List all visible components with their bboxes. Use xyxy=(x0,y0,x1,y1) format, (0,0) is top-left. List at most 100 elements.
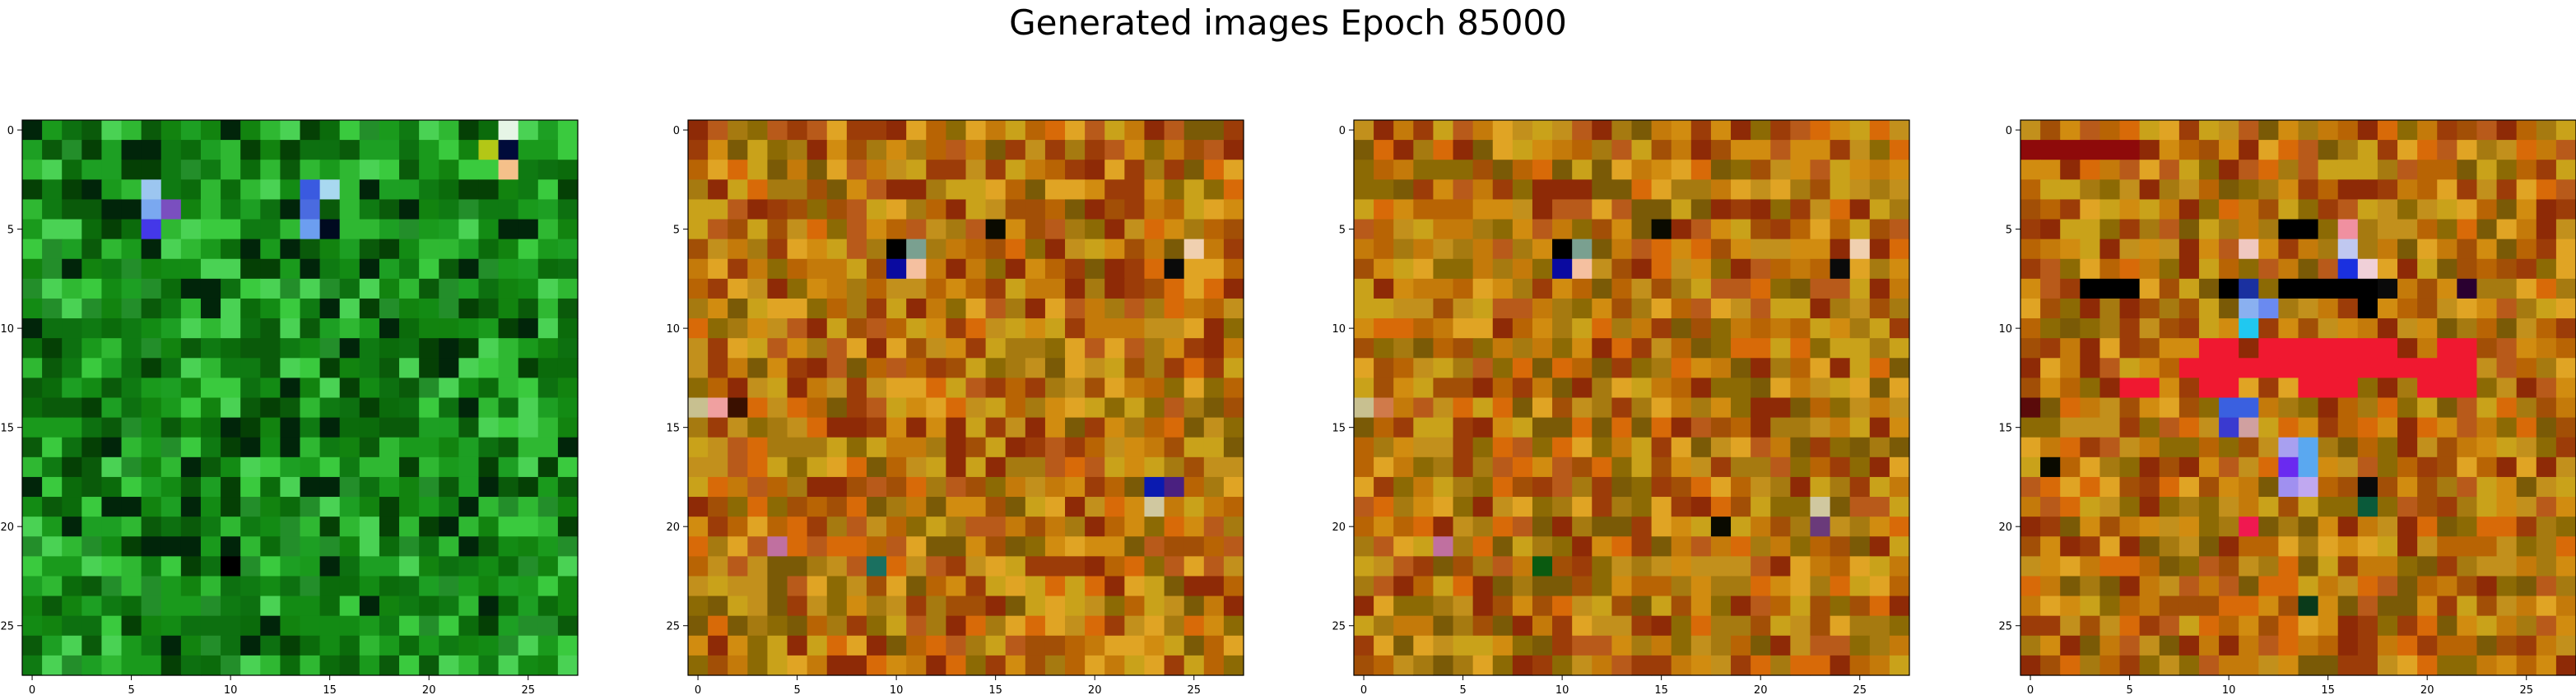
image-pixel xyxy=(101,517,123,537)
image-pixel xyxy=(826,517,848,537)
image-pixel xyxy=(767,179,788,201)
image-pixel xyxy=(478,497,500,517)
image-pixel xyxy=(240,635,261,656)
image-pixel xyxy=(1223,179,1244,201)
image-pixel xyxy=(2099,397,2121,419)
image-pixel xyxy=(728,258,748,280)
image-pixel xyxy=(1065,417,1086,438)
image-pixel xyxy=(2139,476,2160,498)
image-pixel xyxy=(498,358,519,378)
image-pixel xyxy=(319,497,341,517)
image-pixel xyxy=(2159,615,2180,637)
image-pixel xyxy=(62,160,82,180)
image-pixel xyxy=(708,179,728,201)
image-pixel xyxy=(2198,536,2220,557)
image-pixel xyxy=(2536,239,2557,260)
image-pixel xyxy=(2496,160,2518,180)
image-pixel xyxy=(688,536,709,557)
image-pixel xyxy=(1631,536,1653,557)
image-pixel xyxy=(2457,556,2478,577)
image-pixel xyxy=(2139,556,2160,577)
image-pixel xyxy=(200,517,221,537)
image-pixel xyxy=(1710,556,1732,577)
image-pixel xyxy=(2555,655,2576,676)
image-pixel xyxy=(906,517,927,537)
image-pixel xyxy=(2080,576,2101,597)
image-pixel xyxy=(2555,437,2576,458)
image-pixel xyxy=(2239,140,2259,160)
image-pixel xyxy=(1631,258,1653,280)
image-pixel xyxy=(1433,179,1454,201)
image-pixel xyxy=(2198,140,2220,160)
image-pixel xyxy=(1104,239,1125,260)
image-pixel xyxy=(2536,120,2557,141)
image-pixel xyxy=(160,219,182,240)
image-pixel xyxy=(2318,456,2339,478)
image-pixel xyxy=(280,437,301,458)
image-pixel xyxy=(946,219,967,240)
image-pixel xyxy=(319,437,341,458)
image-pixel xyxy=(439,437,459,458)
image-pixel xyxy=(121,536,142,557)
image-pixel xyxy=(1631,437,1653,458)
image-pixel xyxy=(1374,318,1394,339)
image-pixel xyxy=(2040,338,2061,359)
image-pixel xyxy=(2457,655,2478,676)
image-pixel xyxy=(2040,318,2061,339)
image-pixel xyxy=(2178,298,2200,319)
image-pixel xyxy=(1869,258,1890,280)
image-pixel xyxy=(1005,517,1026,537)
image-pixel xyxy=(2239,437,2259,458)
image-pixel xyxy=(1104,199,1125,220)
image-pixel xyxy=(221,517,241,537)
image-pixel xyxy=(946,476,967,498)
image-pixel xyxy=(557,497,579,517)
image-pixel xyxy=(2040,140,2061,160)
image-pixel xyxy=(2178,318,2200,339)
image-pixel xyxy=(1611,517,1633,537)
image-pixel xyxy=(2258,437,2279,458)
image-pixel xyxy=(708,258,728,280)
image-pixel xyxy=(1183,615,1205,637)
image-pixel xyxy=(906,358,927,378)
image-pixel xyxy=(2219,338,2239,359)
image-pixel xyxy=(1889,219,1910,240)
image-pixel xyxy=(1671,615,1692,637)
image-pixel xyxy=(1690,497,1712,517)
image-pixel xyxy=(2496,517,2518,537)
image-pixel xyxy=(2397,258,2418,280)
image-pixel xyxy=(1532,199,1553,220)
image-pixel xyxy=(478,239,500,260)
image-pixel xyxy=(42,497,63,517)
image-pixel xyxy=(101,239,123,260)
image-pixel xyxy=(906,556,927,577)
image-pixel xyxy=(1770,318,1791,339)
image-pixel xyxy=(1751,497,1771,517)
image-pixel xyxy=(2457,476,2478,498)
image-pixel xyxy=(1751,417,1771,438)
image-pixel xyxy=(1124,278,1146,299)
image-pixel xyxy=(1532,160,1553,180)
image-pixel xyxy=(557,239,579,260)
image-pixel xyxy=(280,258,301,280)
image-pixel xyxy=(1065,595,1086,617)
image-pixel xyxy=(439,239,459,260)
image-pixel xyxy=(1889,160,1910,180)
image-pixel xyxy=(339,476,360,498)
image-pixel xyxy=(2298,417,2319,438)
image-pixel xyxy=(2099,595,2121,617)
image-pixel xyxy=(1512,536,1533,557)
y-tick-label: 10 xyxy=(666,323,680,336)
image-pixel xyxy=(807,556,828,577)
image-pixel xyxy=(926,497,946,517)
image-pixel xyxy=(2060,417,2081,438)
image-pixel xyxy=(1433,615,1454,637)
image-pixel xyxy=(1751,517,1771,537)
image-pixel xyxy=(2457,239,2478,260)
image-pixel xyxy=(280,358,301,378)
image-pixel xyxy=(1611,140,1633,160)
image-pixel xyxy=(1203,318,1225,339)
image-pixel xyxy=(359,615,380,637)
image-pixel xyxy=(1869,239,1890,260)
image-pixel xyxy=(1631,556,1653,577)
